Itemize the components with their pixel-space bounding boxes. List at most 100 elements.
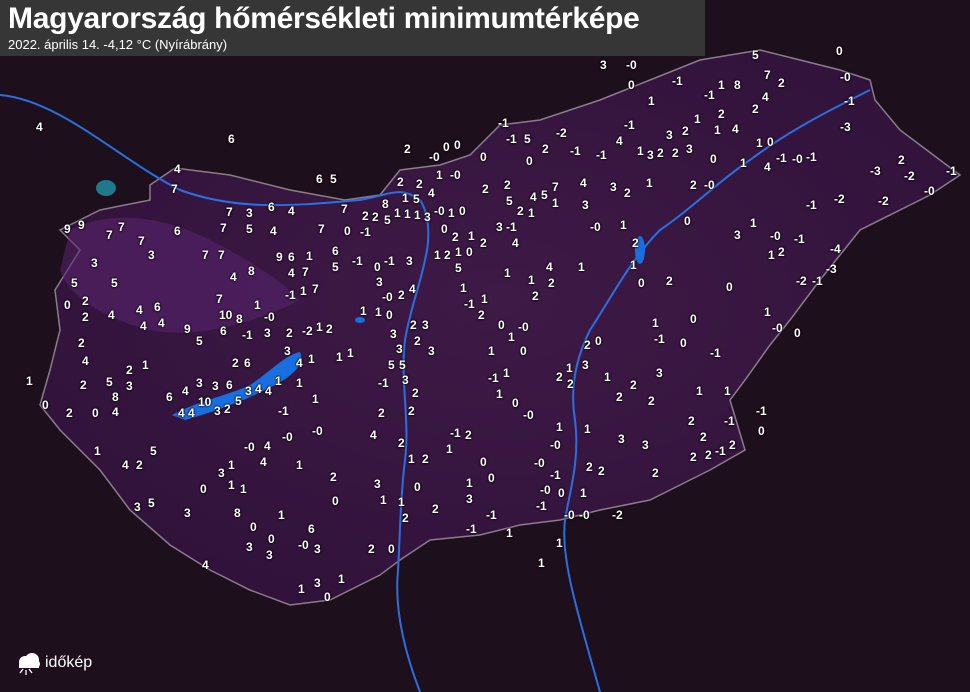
- station-temperature-label: 4: [122, 458, 129, 472]
- station-temperature-label: 5: [71, 276, 78, 290]
- station-temperature-label: 3: [402, 373, 409, 387]
- station-temperature-label: 0: [558, 486, 565, 500]
- station-temperature-label: 6: [166, 390, 173, 404]
- station-temperature-label: 0: [690, 312, 697, 326]
- station-temperature-label: 0: [595, 334, 602, 348]
- station-temperature-label: -1: [486, 508, 497, 522]
- station-temperature-label: 4: [140, 319, 147, 333]
- station-temperature-label: 6: [244, 356, 251, 370]
- station-temperature-label: 1: [648, 94, 655, 108]
- station-temperature-label: 1: [316, 320, 323, 334]
- station-temperature-label: 2: [586, 460, 593, 474]
- station-temperature-label: 3: [390, 327, 397, 341]
- station-temperature-label: 7: [218, 248, 225, 262]
- station-temperature-label: 0: [388, 542, 395, 556]
- station-temperature-label: 2: [404, 142, 411, 156]
- station-temperature-label: -1: [715, 444, 726, 458]
- station-temperature-label: 1: [308, 352, 315, 366]
- hungary-country-shape: [39, 49, 962, 606]
- station-temperature-label: 4: [174, 162, 181, 176]
- page-subtitle: 2022. április 14. -4,12 °C (Nyírábrány): [8, 37, 228, 52]
- station-temperature-label: 6: [332, 244, 339, 258]
- station-temperature-label: 5: [752, 48, 759, 62]
- station-temperature-label: 7: [226, 205, 233, 219]
- station-temperature-label: 0: [441, 222, 448, 236]
- station-temperature-label: -0: [550, 438, 561, 452]
- station-temperature-label: 5: [524, 132, 531, 146]
- station-temperature-label: 9: [184, 322, 191, 336]
- station-temperature-label: 7: [312, 282, 319, 296]
- station-temperature-label: -0: [704, 178, 715, 192]
- danube-river: [0, 94, 430, 692]
- station-temperature-label: -1: [624, 118, 635, 132]
- station-temperature-label: 1: [312, 392, 319, 406]
- station-temperature-label: 2: [657, 146, 664, 160]
- station-temperature-label: -0: [244, 440, 255, 454]
- station-temperature-label: 3: [246, 206, 253, 220]
- station-temperature-label: -3: [826, 262, 837, 276]
- station-temperature-label: 2: [408, 404, 415, 418]
- station-temperature-label: 1: [506, 526, 513, 540]
- station-temperature-label: 8: [248, 264, 255, 278]
- station-temperature-label: 0: [324, 590, 331, 604]
- station-temperature-label: 6: [308, 522, 315, 536]
- station-temperature-label: 2: [398, 288, 405, 302]
- station-temperature-label: 3: [148, 248, 155, 262]
- station-temperature-label: 2: [690, 178, 697, 192]
- station-temperature-label: 1: [566, 361, 573, 375]
- station-temperature-label: 5: [413, 192, 420, 206]
- station-temperature-label: -1: [946, 164, 957, 178]
- station-temperature-label: 1: [94, 444, 101, 458]
- station-temperature-label: 6: [220, 324, 227, 338]
- station-temperature-label: 4: [82, 354, 89, 368]
- station-temperature-label: 4: [732, 122, 739, 136]
- station-temperature-label: 4: [255, 382, 262, 396]
- station-temperature-label: 2: [82, 294, 89, 308]
- station-temperature-label: 2: [136, 458, 143, 472]
- station-temperature-label: 0: [794, 326, 801, 340]
- station-temperature-label: 1: [26, 374, 33, 388]
- station-temperature-label: 2: [584, 338, 591, 352]
- lake-tisza: [635, 236, 645, 264]
- station-temperature-label: 4: [108, 308, 115, 322]
- station-temperature-label: 1: [380, 493, 387, 507]
- station-temperature-label: 2: [624, 186, 631, 200]
- station-temperature-label: 1: [142, 358, 149, 372]
- station-temperature-label: 3: [376, 275, 383, 289]
- station-temperature-label: 0: [466, 245, 473, 259]
- station-temperature-label: -1: [488, 371, 499, 385]
- station-temperature-label: 4: [296, 356, 303, 370]
- station-temperature-label: 8: [236, 312, 243, 326]
- station-temperature-label: 3: [582, 198, 589, 212]
- station-temperature-label: 2: [478, 308, 485, 322]
- station-temperature-label: 7: [220, 221, 227, 235]
- station-temperature-label: 4: [136, 303, 143, 317]
- idokep-logo[interactable]: időkép: [16, 650, 92, 676]
- station-temperature-label: 2: [362, 209, 369, 223]
- station-temperature-label: 5: [246, 222, 253, 236]
- station-temperature-label: 4: [370, 428, 377, 442]
- station-temperature-label: -1: [570, 144, 581, 158]
- station-temperature-label: 1: [347, 346, 354, 360]
- station-temperature-label: 1: [528, 206, 535, 220]
- station-temperature-label: 5: [388, 358, 395, 372]
- title-bar: Magyarország hőmérsékleti minimumtérképe…: [0, 0, 705, 56]
- station-temperature-label: 2: [465, 428, 472, 442]
- station-temperature-label: 1: [646, 176, 653, 190]
- station-temperature-label: 4: [512, 236, 519, 250]
- station-temperature-label: 0: [836, 44, 843, 58]
- station-temperature-label: 2: [532, 289, 539, 303]
- station-temperature-label: 1: [402, 191, 409, 205]
- station-temperature-label: -1: [672, 74, 683, 88]
- station-temperature-label: 9: [78, 218, 85, 232]
- station-temperature-label: 1: [714, 123, 721, 137]
- station-temperature-label: -2: [612, 508, 623, 522]
- station-temperature-label: 9: [276, 250, 283, 264]
- station-temperature-label: 2: [598, 464, 605, 478]
- station-temperature-label: 6: [316, 172, 323, 186]
- station-temperature-label: -2: [834, 192, 845, 206]
- station-temperature-label: 3: [245, 384, 252, 398]
- station-temperature-label: 1: [556, 420, 563, 434]
- station-temperature-label: 3: [734, 228, 741, 242]
- station-temperature-label: 3: [656, 366, 663, 380]
